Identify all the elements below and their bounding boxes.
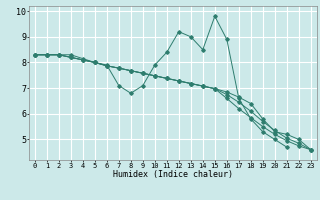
X-axis label: Humidex (Indice chaleur): Humidex (Indice chaleur) [113, 170, 233, 179]
